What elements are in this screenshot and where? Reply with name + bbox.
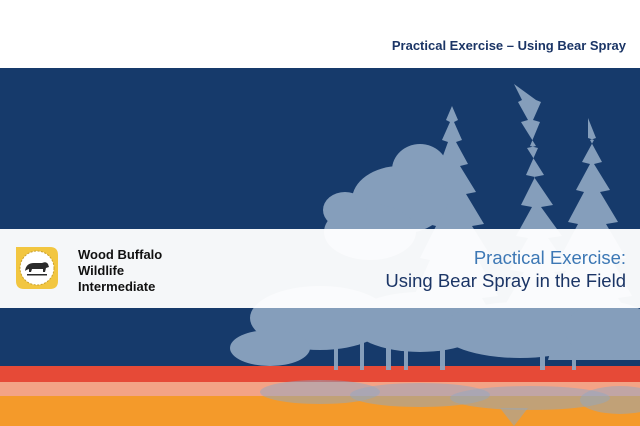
bear-icon [16,247,58,289]
organization-logo [16,247,58,289]
organization-name-line: Intermediate [78,279,156,294]
presentation-title-line2: Using Bear Spray in the Field [385,270,626,291]
top-header-bar: Practical Exercise – Using Bear Spray [0,0,640,68]
presentation-title: Practical Exercise: Using Bear Spray in … [385,246,626,292]
header-title: Practical Exercise – Using Bear Spray [391,38,626,53]
organization-name: Wood Buffalo Wildlife Intermediate [78,247,162,295]
organization-name-line: Wood Buffalo [78,247,163,262]
title-panel [0,229,640,308]
red-accent-stripe [0,366,640,382]
presentation-title-line1: Practical Exercise: [473,247,626,268]
organization-name-line: Wildlife [78,263,125,278]
